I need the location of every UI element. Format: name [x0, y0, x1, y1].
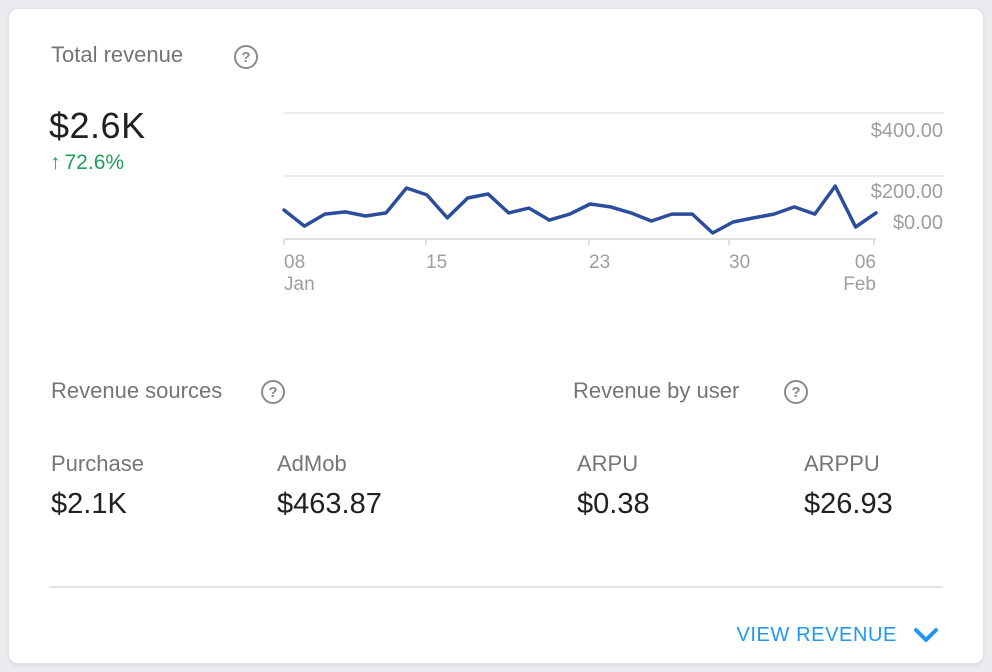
- metric-label-admob: AdMob: [277, 451, 347, 476]
- up-arrow-icon: ↑: [50, 151, 61, 174]
- y-tick-400: $400.00: [871, 120, 943, 142]
- metric-value-arppu: $26.93: [804, 488, 893, 520]
- metric-label-purchase: Purchase: [51, 451, 144, 476]
- x-month-feb: Feb: [843, 274, 876, 295]
- footer-divider: [49, 586, 943, 588]
- total-revenue-value: $2.6K: [49, 105, 146, 146]
- total-revenue-card: Total revenue ? $2.6K ↑ 72.6% $400.00 $20…: [8, 8, 984, 664]
- help-icon[interactable]: ?: [234, 45, 258, 69]
- x-axis-ticks: [283, 239, 875, 245]
- y-tick-0: $0.00: [893, 212, 943, 234]
- metric-label-arppu: ARPPU: [804, 451, 880, 476]
- x-tick-23: 23: [589, 252, 610, 273]
- x-tick-15: 15: [426, 252, 447, 273]
- revenue-line-chart[interactable]: $400.00 $200.00 $0.00 08 Jan 15 23 30 06…: [276, 101, 944, 309]
- section-title-revenue-sources: Revenue sources: [51, 378, 223, 403]
- revenue-line: [282, 184, 878, 235]
- metric-value-purchase: $2.1K: [51, 488, 127, 520]
- x-tick-06: 06: [855, 252, 876, 273]
- chevron-down-icon: [914, 628, 938, 642]
- metric-value-arpu: $0.38: [577, 488, 650, 520]
- metric-label-arpu: ARPU: [577, 451, 639, 476]
- view-revenue-label: VIEW REVENUE: [736, 623, 897, 646]
- view-revenue-button[interactable]: VIEW REVENUE: [736, 617, 939, 653]
- y-tick-200: $200.00: [871, 181, 943, 203]
- trend-percent: 72.6%: [64, 151, 125, 174]
- help-icon[interactable]: ?: [784, 380, 808, 404]
- metric-value-admob: $463.87: [277, 488, 382, 520]
- trend-indicator: ↑ 72.6%: [50, 151, 124, 175]
- card-title: Total revenue: [51, 42, 184, 67]
- help-icon[interactable]: ?: [261, 380, 285, 404]
- x-month-jan: Jan: [284, 274, 315, 295]
- x-tick-30: 30: [729, 252, 750, 273]
- x-tick-08: 08: [284, 252, 305, 273]
- section-title-revenue-by-user: Revenue by user: [573, 378, 740, 403]
